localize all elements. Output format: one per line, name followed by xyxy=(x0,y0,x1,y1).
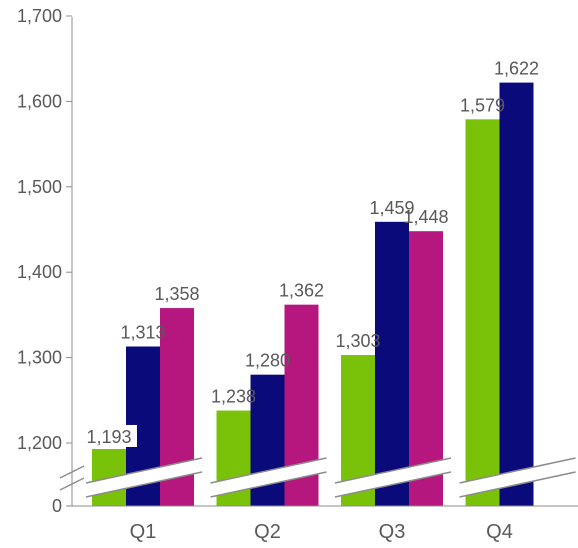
axis-break-line xyxy=(210,471,327,498)
bar-q3-series-2 xyxy=(375,221,409,506)
axis-break-marks xyxy=(59,457,576,498)
y-tick-label: 1,200 xyxy=(17,433,62,453)
y-tick-label: 1,400 xyxy=(17,262,62,282)
data-label: 1,313 xyxy=(120,322,165,342)
data-label: 1,303 xyxy=(335,331,380,351)
category-label: Q1 xyxy=(130,521,157,543)
data-label-background xyxy=(81,424,137,447)
y-tick-label: 1,600 xyxy=(17,91,62,111)
axis-break-line xyxy=(334,457,452,484)
y-tick-label: 1,700 xyxy=(17,6,62,26)
data-label: 1,362 xyxy=(279,281,324,301)
axis-break-line xyxy=(459,471,576,498)
axis-break-band xyxy=(459,458,576,497)
y-ticks: 0 1,200 1,300 1,400 1,500 1,600 1,700 xyxy=(17,6,72,516)
axis-break-line xyxy=(85,471,203,498)
category-labels: Q1 Q2 Q3 Q4 xyxy=(130,521,513,543)
category-label: Q2 xyxy=(254,521,281,543)
bar-q4-series-2 xyxy=(499,82,534,506)
axis-break-line xyxy=(85,457,203,484)
bar-q4-series-1 xyxy=(465,119,500,507)
axis-break-band xyxy=(335,458,451,497)
axis-break-band xyxy=(210,458,327,497)
data-labels: 1,193 1,313 1,358 1,238 1,280 1,362 1,303 1,459… xyxy=(81,59,539,447)
data-label: 1,358 xyxy=(154,284,199,304)
y-tick-label: 1,300 xyxy=(17,348,62,368)
axes xyxy=(71,17,578,507)
axis-break-line xyxy=(459,457,576,484)
data-label: 1,238 xyxy=(211,387,256,407)
y-tick-label: 1,500 xyxy=(17,177,62,197)
category-label: Q4 xyxy=(486,521,513,543)
data-label: 1,622 xyxy=(494,59,539,79)
axis-break-line xyxy=(210,457,327,484)
axis-break-band xyxy=(86,458,202,497)
category-label: Q3 xyxy=(379,521,406,543)
data-label: 1,193 xyxy=(86,427,131,447)
data-label: 1,448 xyxy=(403,207,448,227)
y-tick-label: 0 xyxy=(52,496,62,516)
data-label: 1,459 xyxy=(369,198,414,218)
data-label: 1,280 xyxy=(245,351,290,371)
data-label: 1,579 xyxy=(460,95,505,115)
axis-break-line xyxy=(334,471,452,498)
